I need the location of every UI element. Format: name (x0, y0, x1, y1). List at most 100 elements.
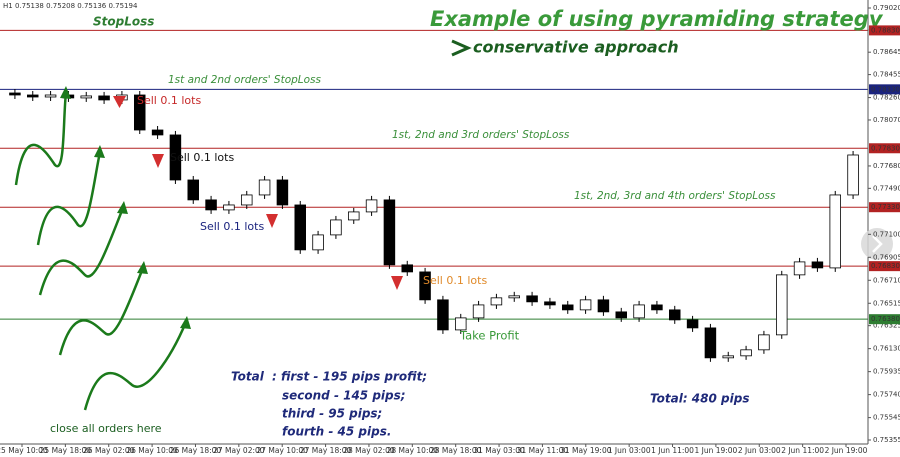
x-tick-label: 2 Jun 03:00 (738, 446, 781, 455)
candle-body (80, 95, 93, 99)
take-profit-label: Take Profit (459, 329, 520, 343)
y-tick-label: 0.75545 (873, 414, 900, 422)
level-label: 0.78830 (871, 26, 900, 34)
candle-body (437, 299, 449, 331)
candle-body (44, 94, 57, 98)
y-tick-label: 0.78070 (873, 116, 900, 124)
sell-marker (391, 276, 403, 290)
y-tick-label: 0.76710 (873, 276, 900, 284)
candle-body (740, 349, 752, 357)
y-tick-label: 0.78455 (873, 71, 900, 79)
x-tick-label: 1 Jun 19:00 (694, 446, 737, 455)
scroll-button[interactable] (861, 228, 893, 260)
y-tick-label: 0.77100 (873, 230, 900, 238)
candle-body (562, 304, 574, 311)
candle-body (758, 334, 770, 351)
level-note: 1st, 2nd and 3rd orders' StopLoss (392, 129, 570, 141)
total-line: fourth - 45 pips. (282, 425, 391, 439)
y-tick-label: 0.76325 (873, 322, 900, 330)
sell-label: Sell 0.1 lots (200, 220, 264, 233)
candle-body (793, 261, 806, 276)
x-tick-label: 31 May 19:00 (560, 446, 612, 455)
scroll-icon (872, 235, 883, 253)
candle-body (258, 179, 271, 196)
level-label: 0.77830 (871, 144, 900, 152)
candle-body (9, 92, 21, 96)
candle-body (579, 299, 592, 311)
x-tick-label: 28 May 02:00 (343, 446, 395, 455)
candle-body (347, 211, 360, 221)
y-tick-label: 0.76515 (873, 299, 900, 307)
candle-body (669, 309, 681, 321)
total-pips: Total: 480 pips (650, 392, 749, 406)
level-note: 1st and 2nd orders' StopLoss (168, 74, 322, 86)
header: H1 0.75138 0.75208 0.75136 0.75194 (3, 2, 138, 10)
subtitle: conservative approach (473, 38, 679, 57)
level-tag (869, 143, 900, 154)
candle-body (26, 94, 39, 98)
candle-body (401, 264, 413, 273)
level-label: 0.78330 (871, 85, 900, 93)
y-tick-label: 0.75935 (873, 368, 900, 376)
y-tick-label: 0.75355 (873, 436, 900, 444)
x-tick-label: 2 Jun 19:00 (825, 446, 868, 455)
candle-body (829, 194, 842, 269)
x-tick-label: 25 May 10:00 (0, 446, 48, 455)
x-tick-label: 27 May 02:00 (213, 446, 265, 455)
wave-arrows (14, 91, 188, 411)
x-tick-label: 25 May 18:00 (40, 446, 92, 455)
y-tick-label: 0.76130 (873, 345, 900, 353)
level-tag (869, 25, 900, 36)
candle-body (223, 204, 235, 211)
candle-body (526, 295, 538, 303)
y-tick-label: 0.77490 (873, 184, 900, 192)
candle-body (704, 327, 717, 359)
candle-body (98, 95, 110, 101)
candle-body (615, 311, 628, 319)
candle-body (240, 194, 253, 206)
total-line: : first - 195 pips profit; (272, 370, 427, 384)
candle-body (811, 261, 824, 269)
sell-marker (113, 96, 126, 108)
candle-body (508, 295, 520, 299)
candle-body (597, 299, 610, 313)
wave-arrow-heads (60, 86, 191, 329)
x-tick-label: 31 May 11:00 (517, 446, 569, 455)
candle-body (454, 317, 467, 331)
candle-body (686, 319, 699, 329)
sell-label: Sell 0.1 lots (170, 151, 234, 164)
candle-body (205, 199, 217, 211)
y-tick-label: 0.76905 (873, 253, 900, 261)
level-label: 0.77330 (871, 203, 900, 211)
level-label: 0.76830 (871, 262, 900, 270)
candle-body (383, 199, 396, 266)
x-tick-label: 28 May 10:00 (387, 446, 439, 455)
level-tag (869, 314, 900, 325)
candle-body (365, 199, 378, 213)
stoploss-label: StopLoss (93, 15, 154, 29)
level-label: 0.76380 (871, 315, 900, 323)
level-note: 1st, 2nd, 3rd and 4th orders' StopLoss (574, 190, 776, 202)
candle-body (722, 355, 735, 359)
candle-body (544, 301, 556, 306)
candle-body (847, 154, 859, 196)
y-tick-label: 0.75740 (873, 391, 900, 399)
candle-body (490, 297, 503, 306)
sell-label: Sell 0.1 lots (423, 274, 487, 287)
x-tick-label: 1 Jun 03:00 (608, 446, 651, 455)
x-tick-label: 26 May 18:00 (170, 446, 222, 455)
subtitle-arrow (451, 39, 472, 57)
level-tag (869, 84, 900, 95)
candle-body (276, 179, 289, 206)
level-tag (869, 202, 900, 213)
total-line: second - 145 pips; (282, 389, 406, 403)
candle-body (633, 304, 645, 319)
y-tick-label: 0.77680 (873, 162, 900, 170)
candle-body (187, 179, 199, 201)
x-tick-label: 27 May 10:00 (256, 446, 308, 455)
title: Example of using pyramiding strategy (430, 7, 884, 31)
x-tick-label: 27 May 18:00 (300, 446, 352, 455)
level-tag (869, 261, 900, 272)
candle-body (330, 219, 342, 236)
